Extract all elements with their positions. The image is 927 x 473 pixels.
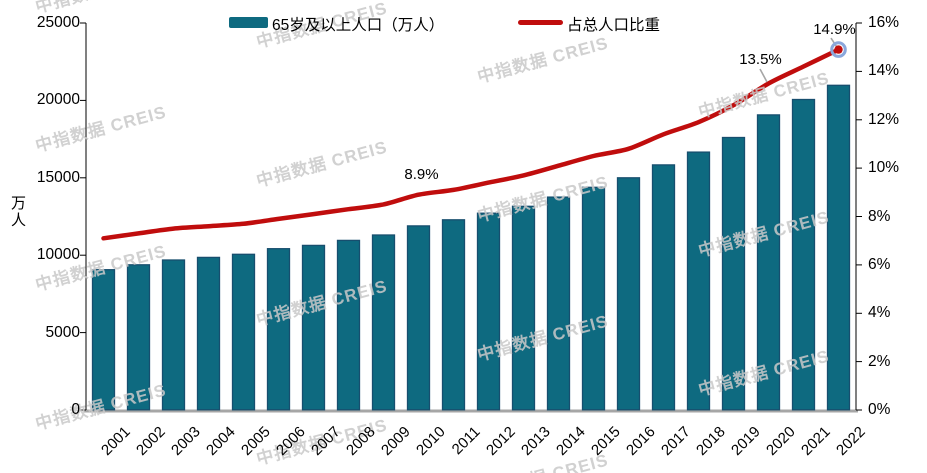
legend: 65岁及以上人口（万人） 占总人口比重 — [0, 0, 927, 40]
population-bar-2009 — [371, 234, 396, 411]
ratio-line — [101, 47, 841, 241]
population-bar-2005 — [231, 253, 256, 411]
y-axis-unit-label: 万人 — [9, 195, 26, 229]
last-point-marker-dot — [834, 45, 843, 54]
population-bar-2016 — [616, 177, 641, 411]
population-bar-2012 — [476, 212, 501, 411]
legend-line-swatch-icon — [518, 20, 563, 25]
population-bar-2018 — [686, 151, 711, 411]
legend-bar-swatch-icon — [229, 17, 268, 28]
population-bar-2014 — [546, 196, 571, 411]
population-bar-2002 — [126, 264, 151, 411]
legend-line-label: 占总人口比重 — [567, 17, 661, 34]
population-bar-2003 — [161, 259, 186, 411]
population-bar-2011 — [441, 219, 466, 411]
annotation-leader-line — [759, 68, 768, 83]
annotation-leader-line — [830, 37, 838, 48]
population-bar-2015 — [581, 186, 606, 411]
population-bar-2021 — [791, 98, 816, 411]
population-bar-2019 — [721, 136, 746, 411]
population-bar-2001 — [91, 269, 116, 411]
population-bar-2010 — [406, 225, 431, 411]
last-point-marker-ring — [830, 41, 847, 58]
population-bar-2004 — [196, 256, 221, 411]
population-bar-2017 — [651, 164, 676, 411]
population-bar-2013 — [511, 205, 536, 411]
population-bar-2007 — [301, 244, 326, 411]
population-bar-2008 — [336, 239, 361, 411]
legend-bar-label: 65岁及以上人口（万人） — [272, 17, 445, 34]
population-bar-2020 — [756, 114, 781, 411]
population-bar-2006 — [266, 248, 291, 411]
population-bar-2022 — [826, 84, 851, 411]
